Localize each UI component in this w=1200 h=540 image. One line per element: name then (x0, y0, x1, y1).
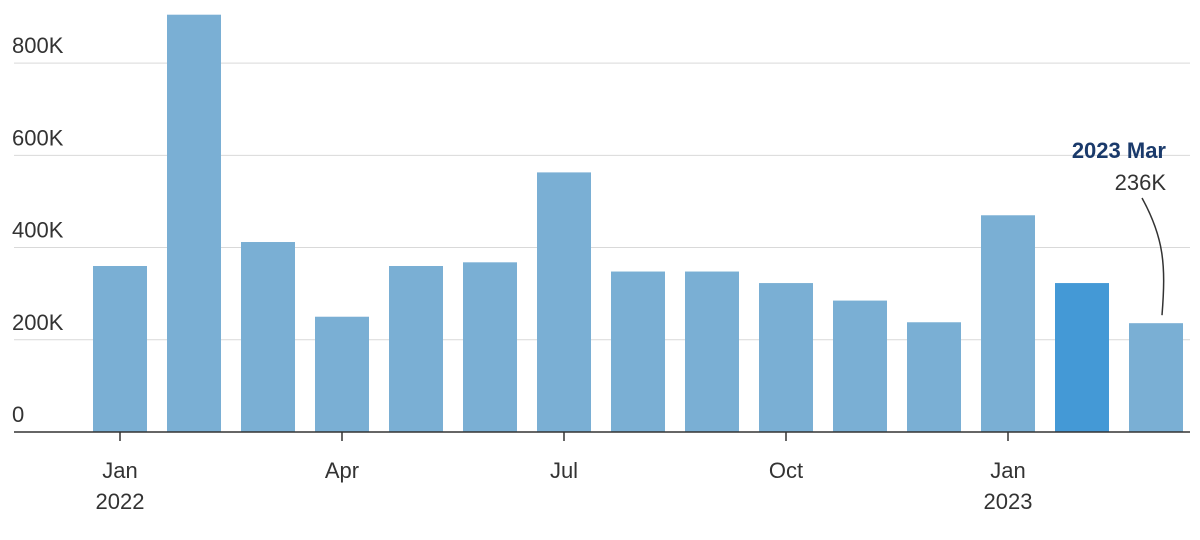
x-tick-label: Jan (990, 458, 1025, 483)
bar (1129, 323, 1183, 432)
bar (685, 271, 739, 432)
bar (241, 242, 295, 432)
bar (463, 262, 517, 432)
bar (93, 266, 147, 432)
annotation: 2023 Mar 236K (1072, 138, 1167, 316)
bar (981, 215, 1035, 432)
bar (315, 316, 369, 432)
x-tick-year-label: 2023 (984, 489, 1033, 514)
x-axis (14, 431, 1190, 441)
y-tick-label: 600K (12, 125, 64, 150)
x-tick-label: Jan (102, 458, 137, 483)
x-tick-labels: Jan 2022 Apr Jul Oct Jan 2023 (96, 458, 1033, 514)
bar (611, 271, 665, 432)
bar (167, 14, 221, 432)
bar (537, 172, 591, 432)
x-tick-label: Jul (550, 458, 578, 483)
annotation-connector (1141, 197, 1165, 316)
annotation-title: 2023 Mar (1072, 138, 1167, 163)
x-tick-label: Apr (325, 458, 359, 483)
bar (833, 300, 887, 432)
x-tick-year-label: 2022 (96, 489, 145, 514)
y-tick-label: 800K (12, 33, 64, 58)
y-tick-label: 200K (12, 310, 64, 335)
bar (1055, 283, 1109, 432)
bar (389, 266, 443, 432)
x-tick-label: Oct (769, 458, 803, 483)
bar (907, 322, 961, 432)
y-tick-label: 400K (12, 218, 64, 243)
bar (759, 283, 813, 432)
annotation-value: 236K (1115, 170, 1167, 195)
y-tick-labels: 0 200K 400K 600K 800K (12, 33, 64, 427)
bars (93, 14, 1183, 432)
y-tick-label: 0 (12, 402, 24, 427)
